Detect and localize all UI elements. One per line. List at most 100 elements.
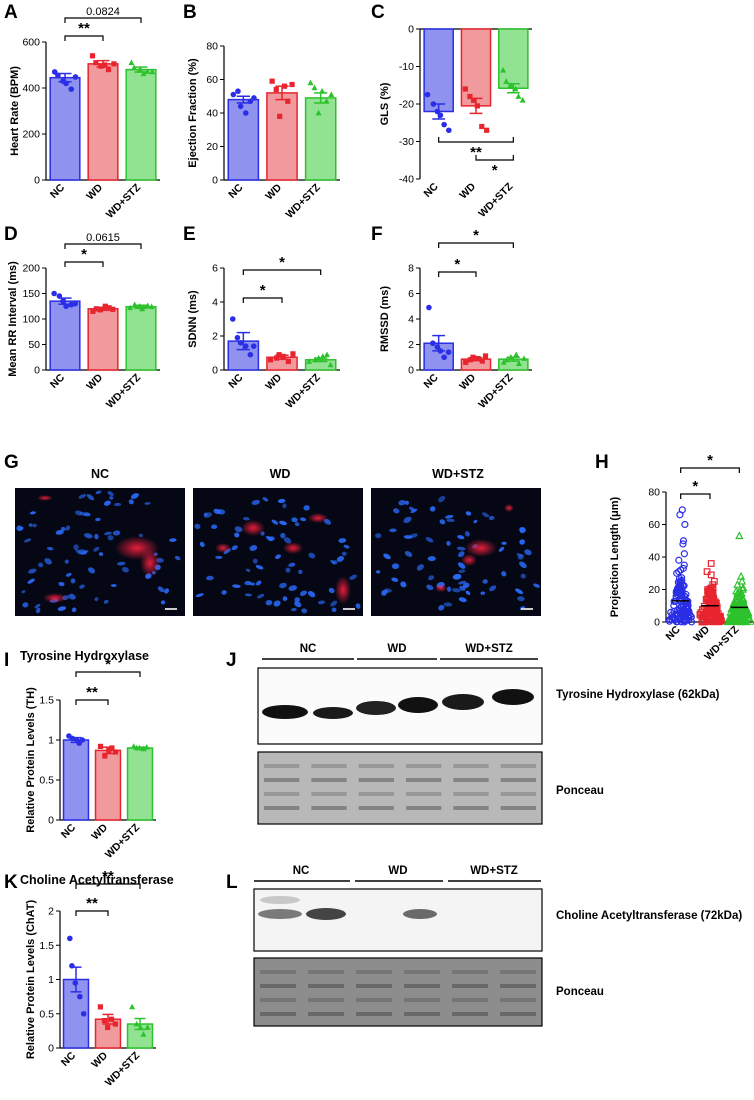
significance-bracket — [242, 269, 322, 275]
data-point — [67, 935, 73, 942]
data-point — [470, 354, 476, 360]
y-axis-label: SDNN (ms) — [187, 290, 199, 348]
data-point — [136, 303, 143, 309]
nucleus — [400, 581, 407, 588]
data-point — [111, 61, 117, 67]
data-point — [704, 586, 712, 593]
nucleus — [403, 516, 412, 524]
scale-bar — [343, 608, 355, 610]
data-point — [306, 358, 313, 364]
nucleus — [409, 506, 416, 512]
category-label: WD+STZ — [284, 371, 324, 411]
nucleus — [79, 584, 85, 589]
nerve-fiber-stain — [504, 504, 514, 512]
category-label: NC — [59, 821, 79, 841]
y-axis-label: Relative Protein Levels (ChAT) — [25, 900, 37, 1060]
nucleus — [445, 514, 454, 519]
y-tick-label: 4 — [408, 314, 414, 326]
y-tick-label: 40 — [648, 552, 660, 564]
y-tick-label: 40 — [206, 108, 218, 120]
y-tick-label: 150 — [22, 288, 40, 300]
ponceau-band — [358, 806, 394, 810]
bar — [498, 28, 529, 89]
nucleus — [501, 571, 507, 577]
scale-bar — [165, 608, 177, 610]
nucleus — [482, 579, 488, 584]
nucleus — [457, 562, 466, 569]
blot-band — [442, 694, 484, 710]
y-tick-label: 8 — [408, 263, 414, 275]
nerve-fiber-stain — [140, 549, 160, 577]
significance-bracket — [438, 137, 514, 143]
nucleus — [456, 546, 466, 551]
significance-label: ** — [86, 684, 98, 701]
category-label: WD — [263, 371, 284, 392]
nucleus — [308, 552, 316, 559]
data-point — [80, 1010, 87, 1017]
nucleus — [429, 506, 436, 512]
data-point — [734, 601, 743, 610]
data-point — [676, 590, 684, 599]
nerve-fiber-stain — [308, 513, 328, 523]
nucleus — [78, 493, 87, 499]
nucleus — [428, 575, 435, 581]
nucleus — [404, 500, 410, 505]
y-tick-label: -10 — [399, 61, 414, 73]
micrograph-background — [15, 488, 185, 616]
data-point — [507, 354, 514, 360]
y-tick-label: 4 — [212, 297, 218, 309]
nucleus — [251, 499, 261, 505]
nucleus — [416, 564, 424, 571]
y-axis-label: GLS (%) — [379, 82, 391, 125]
nucleus — [55, 529, 64, 535]
nucleus — [355, 603, 361, 609]
ponceau-band — [406, 764, 442, 768]
blot-l-group-wdstz: WD+STZ — [470, 865, 518, 877]
bar — [126, 747, 154, 821]
category-label: NC — [48, 181, 68, 201]
nucleus — [265, 535, 273, 541]
data-point — [319, 353, 326, 359]
nucleus — [29, 511, 36, 515]
bar — [94, 749, 122, 821]
nerve-fiber-stain — [435, 584, 447, 592]
nucleus — [245, 568, 251, 573]
nucleus — [21, 590, 26, 594]
nucleus — [283, 537, 292, 544]
y-tick-label: 0 — [654, 617, 660, 629]
data-point — [280, 353, 286, 359]
nucleus — [280, 532, 286, 539]
nucleus — [520, 573, 526, 579]
data-point — [108, 1016, 115, 1022]
nucleus — [114, 502, 122, 507]
data-point — [56, 293, 63, 299]
y-axis-label: Ejection Fraction (%) — [187, 58, 199, 168]
nucleus — [130, 493, 139, 499]
data-point — [90, 308, 96, 314]
panel-letter-i: I — [4, 650, 9, 671]
data-point — [319, 88, 326, 94]
nucleus — [206, 575, 214, 581]
y-tick-label: 1 — [48, 735, 54, 747]
significance-label: 0.0615 — [86, 232, 120, 244]
nucleus — [298, 569, 303, 575]
significance-label: 0.0824 — [86, 6, 120, 18]
significance-label: ** — [470, 144, 482, 161]
blot-band — [356, 701, 396, 715]
data-point — [144, 1024, 151, 1030]
nucleus — [501, 541, 507, 545]
ponceau-band — [500, 806, 536, 810]
ponceau-band — [404, 1012, 440, 1016]
data-point — [500, 359, 507, 365]
data-point — [237, 340, 244, 346]
nucleus — [328, 587, 335, 594]
data-point — [507, 82, 514, 88]
nucleus — [160, 600, 166, 605]
nucleus — [144, 502, 151, 505]
data-point — [144, 302, 151, 309]
nucleus — [28, 523, 33, 527]
data-point — [148, 303, 155, 310]
data-point — [72, 300, 79, 307]
